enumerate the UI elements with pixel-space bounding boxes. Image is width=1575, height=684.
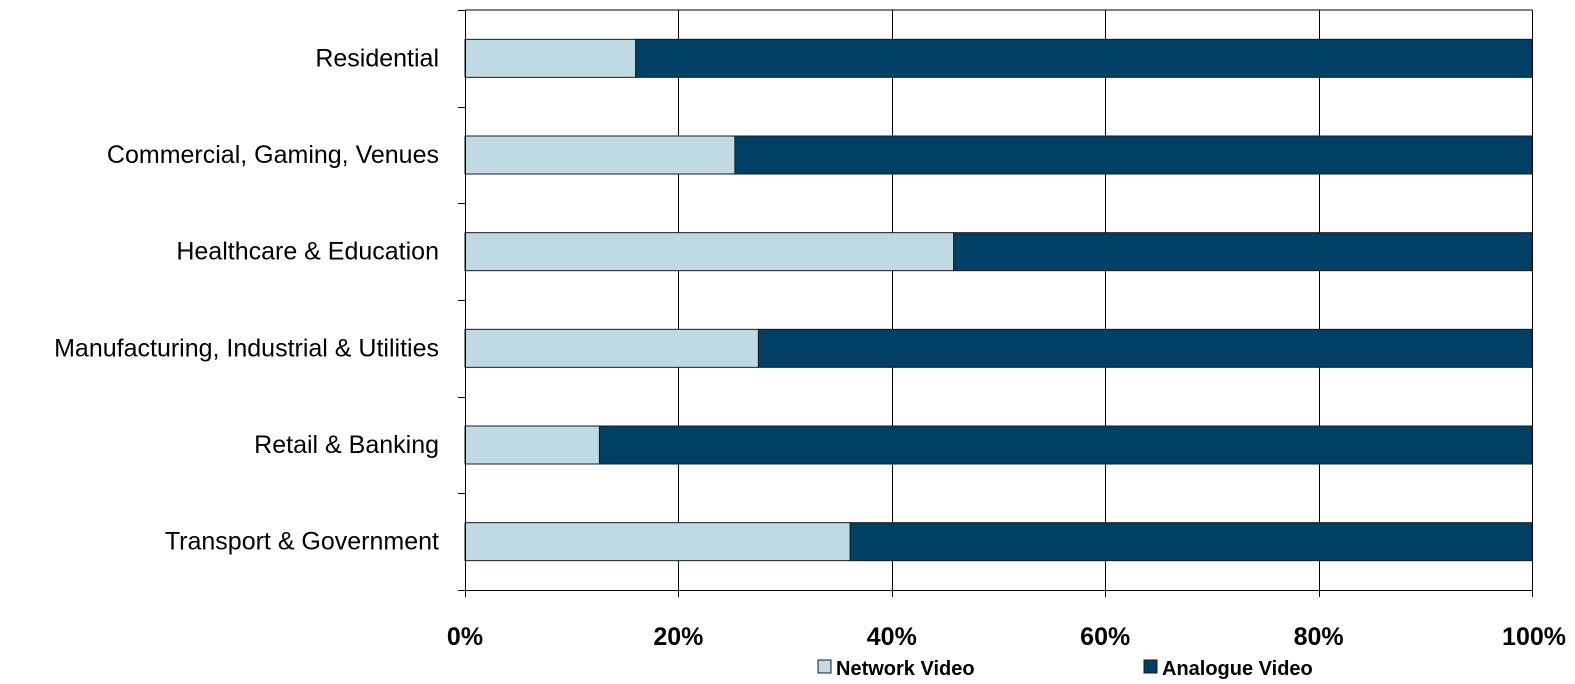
bar-analogue-video-4 (598, 425, 1533, 465)
bar-analogue-video-1 (734, 135, 1533, 175)
bar-analogue-video-0 (635, 38, 1533, 78)
x-tick-label: 80% (1294, 623, 1344, 651)
bars (464, 38, 1533, 562)
category-label: Transport & Government (165, 528, 439, 556)
x-tick-label: 0% (447, 623, 483, 651)
x-tick-labels: 0% 20% 40% 60% 80% 100% (447, 623, 1566, 651)
bar-analogue-video-5 (849, 522, 1533, 562)
category-label: Retail & Banking (254, 431, 439, 459)
bar-network-video-5 (464, 522, 851, 562)
legend-label: Analogue Video (1162, 658, 1313, 680)
category-label: Healthcare & Education (176, 238, 439, 266)
legend-swatch-0 (817, 659, 832, 674)
axes (458, 10, 1533, 597)
bar-network-video-4 (464, 425, 600, 465)
legend-swatch-1 (1143, 659, 1158, 674)
category-label: Manufacturing, Industrial & Utilities (54, 334, 439, 362)
x-tick-label: 60% (1080, 623, 1130, 651)
bar-network-video-0 (464, 38, 637, 78)
legend: Network Video Analogue Video (817, 658, 1313, 680)
bar-analogue-video-3 (757, 328, 1533, 368)
legend-label: Network Video (836, 658, 975, 680)
bar-network-video-2 (464, 232, 955, 272)
x-tick-label: 100% (1502, 623, 1566, 651)
bar-network-video-1 (464, 135, 736, 175)
bar-analogue-video-2 (953, 232, 1533, 272)
x-tick-label: 40% (867, 623, 917, 651)
x-tick-label: 20% (653, 623, 703, 651)
category-label: Commercial, Gaming, Venues (107, 141, 439, 169)
gridlines (465, 9, 1533, 590)
category-labels: Residential Commercial, Gaming, Venues Hea… (54, 44, 439, 555)
category-label: Residential (315, 44, 439, 72)
bar-network-video-3 (464, 328, 759, 368)
